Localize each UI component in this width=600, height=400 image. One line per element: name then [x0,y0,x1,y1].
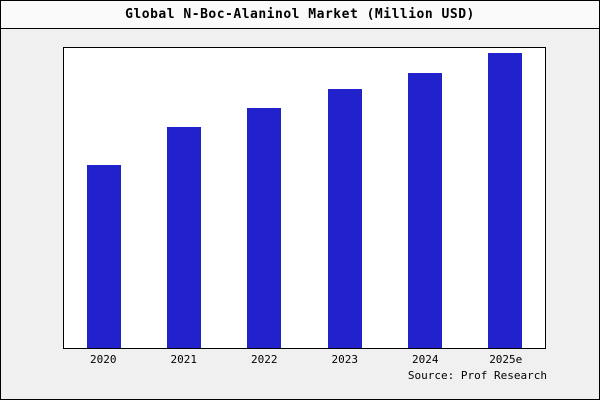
plot-area [63,47,546,349]
source-note: Source: Prof Research [407,369,547,382]
x-tick-label-2020: 2020 [90,353,117,366]
x-tick-label-2022: 2022 [251,353,278,366]
x-tick-label-2024: 2024 [412,353,439,366]
x-tick-label-2025e: 2025e [489,353,523,366]
x-axis-ticks: 2020 2021 2022 2023 2024 2025e [63,353,546,366]
chart-title-bar: Global N-Boc-Alaninol Market (Million US… [1,1,599,29]
x-tick-label-2021: 2021 [170,353,198,366]
bar-2023 [327,88,362,348]
bars [64,48,545,348]
bar-2024 [407,72,442,348]
x-tick-label-2023: 2023 [331,353,359,366]
bar-2022 [247,108,282,348]
bar-2025e [487,53,522,348]
bar-2020 [87,165,122,348]
chart-title: Global N-Boc-Alaninol Market (Million US… [125,7,475,22]
bar-2021 [167,127,202,348]
